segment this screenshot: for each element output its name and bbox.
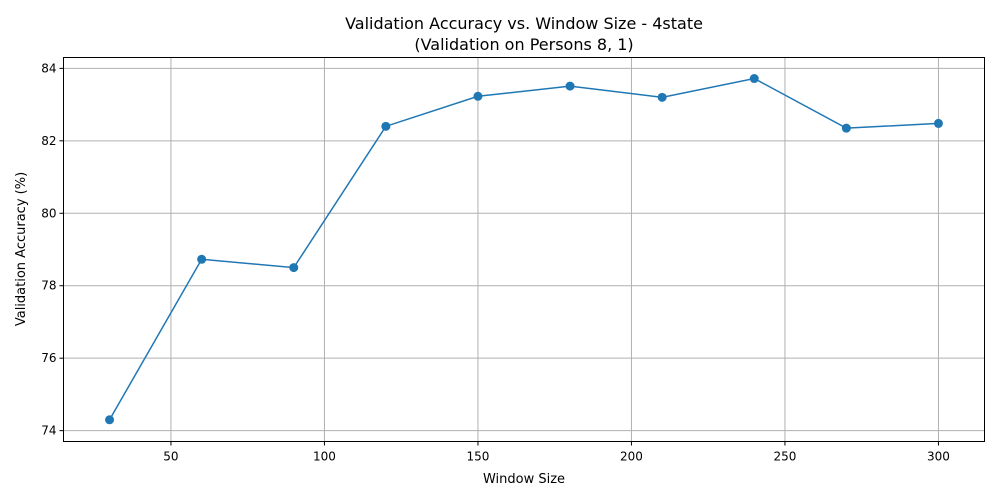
chart-title: Validation Accuracy vs. Window Size - 4s… [345,14,703,33]
y-tick-label: 80 [41,206,56,220]
data-point [657,92,667,102]
data-points [105,74,943,425]
data-point [841,123,851,133]
series-line [108,77,939,421]
y-axis: 74 76 78 80 82 84 [41,61,64,438]
x-tick-label: 250 [773,450,796,464]
x-tick-label: 300 [927,450,950,464]
x-axis: 50 100 150 200 250 300 [163,441,950,464]
x-tick-label: 200 [620,450,643,464]
y-tick-label: 74 [41,424,56,438]
x-tick-label: 100 [313,450,336,464]
x-tick-label: 150 [466,450,489,464]
y-tick-label: 82 [41,134,56,148]
y-tick-label: 78 [41,279,56,293]
y-tick-label: 76 [41,351,56,365]
y-axis-label: Validation Accuracy (%) [14,172,29,326]
data-point [197,254,207,264]
x-axis-label: Window Size [483,472,565,487]
plot-frame [63,57,985,442]
y-tick-label: 84 [41,61,56,75]
series-line-layer [108,77,939,421]
chart-subtitle: (Validation on Persons 8, 1) [414,35,633,54]
x-tick-label: 50 [163,450,178,464]
data-point [105,415,115,425]
data-point [289,263,299,273]
data-point [381,121,391,131]
data-point [473,91,483,101]
grid [63,57,985,442]
data-point [565,81,575,91]
data-point [749,74,759,84]
data-point [933,118,943,128]
